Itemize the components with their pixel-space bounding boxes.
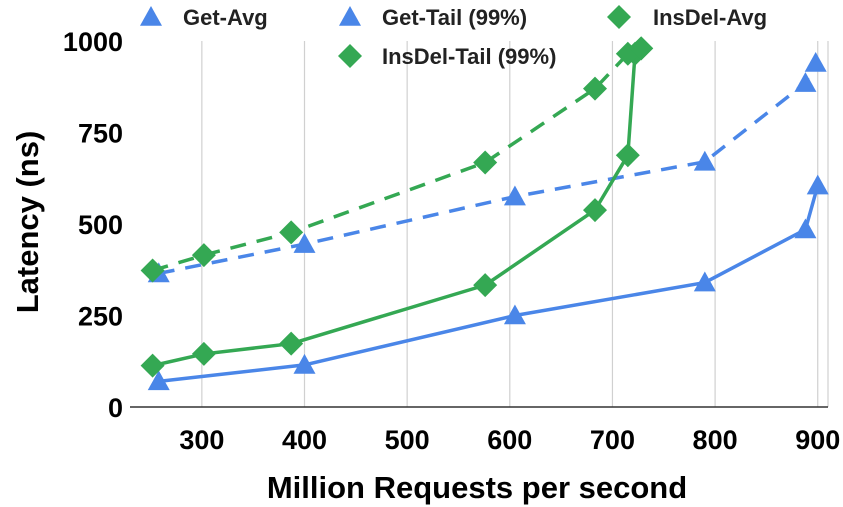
point-get-avg-3 xyxy=(693,271,716,292)
y-axis-title: Latency (ns) xyxy=(10,131,45,314)
legend-marker-insdel-tail-99 xyxy=(338,44,362,68)
legend-marker-get-tail-99 xyxy=(339,6,361,26)
point-insdel-tail-99-0 xyxy=(140,258,165,283)
point-insdel-tail-99-3 xyxy=(473,150,498,175)
legend-entry-get-avg: Get-Avg xyxy=(140,5,268,30)
legend-marker-insdel-avg xyxy=(607,5,631,29)
legend-label-get-avg: Get-Avg xyxy=(183,5,268,30)
x-tick-label-800: 800 xyxy=(693,425,738,455)
x-axis-title: Million Requests per second xyxy=(267,470,687,505)
series-line-insdel-avg xyxy=(152,47,643,368)
point-get-tail-99-3 xyxy=(693,150,716,171)
y-tick-label-500: 500 xyxy=(78,210,123,240)
point-get-avg-2 xyxy=(503,304,526,325)
legend-marker-get-avg xyxy=(140,6,162,26)
legend-label-insdel-avg: InsDel-Avg xyxy=(653,5,767,30)
point-insdel-avg-5 xyxy=(615,143,640,168)
point-insdel-tail-99-2 xyxy=(279,220,304,245)
legend-entry-get-tail-99: Get-Tail (99%) xyxy=(339,5,527,30)
point-insdel-avg-1 xyxy=(191,341,216,366)
grid xyxy=(201,41,829,407)
x-tick-label-300: 300 xyxy=(179,425,224,455)
series-group xyxy=(140,36,829,391)
series-line-get-avg xyxy=(158,185,820,384)
x-tick-labels: 300 400 500 600 700 800 900 xyxy=(179,425,840,455)
point-get-avg-4 xyxy=(794,218,817,239)
point-get-avg-0 xyxy=(147,370,170,391)
y-tick-label-250: 250 xyxy=(78,302,123,332)
legend-entry-insdel-tail-99: InsDel-Tail (99%) xyxy=(338,44,556,69)
legend-entry-insdel-avg: InsDel-Avg xyxy=(607,5,767,30)
point-get-tail-99-1 xyxy=(293,233,316,253)
point-get-tail-99-4 xyxy=(794,72,817,92)
point-get-avg-1 xyxy=(293,353,316,374)
series-line-insdel-tail-99 xyxy=(152,46,642,273)
legend-label-insdel-tail-99: InsDel-Tail (99%) xyxy=(382,44,556,69)
y-tick-label-0: 0 xyxy=(108,393,123,423)
point-insdel-tail-99-4 xyxy=(582,76,607,101)
series-insdel-tail-99 xyxy=(140,36,654,283)
legend-label-get-tail-99: Get-Tail (99%) xyxy=(382,5,527,30)
point-get-tail-99-2 xyxy=(503,185,526,206)
point-insdel-avg-0 xyxy=(140,353,165,378)
point-insdel-tail-99-6 xyxy=(629,36,654,61)
point-insdel-avg-2 xyxy=(279,331,304,356)
point-get-tail-99-5 xyxy=(804,51,827,72)
y-tick-label-750: 750 xyxy=(78,119,123,149)
series-get-avg xyxy=(147,174,829,391)
point-insdel-avg-3 xyxy=(473,273,498,298)
point-insdel-tail-99-1 xyxy=(191,243,216,268)
x-tick-label-700: 700 xyxy=(590,425,635,455)
x-tick-label-900: 900 xyxy=(795,425,840,455)
y-tick-label-1000: 1000 xyxy=(63,27,123,57)
point-insdel-avg-4 xyxy=(582,198,607,223)
x-tick-label-600: 600 xyxy=(487,425,532,455)
x-tick-label-500: 500 xyxy=(385,425,430,455)
y-tick-labels: 0 250 500 750 1000 xyxy=(63,27,123,423)
point-get-avg-5 xyxy=(806,174,829,195)
legend: Get-Avg Get-Tail (99%) InsDel-Avg InsDel-Ta… xyxy=(140,5,767,69)
x-tick-label-400: 400 xyxy=(282,425,327,455)
series-insdel-avg xyxy=(140,36,654,378)
